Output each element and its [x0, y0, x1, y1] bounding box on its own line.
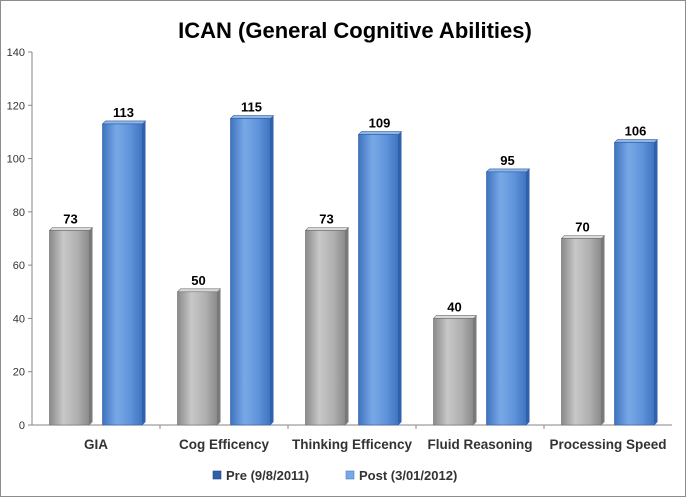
data-label: 50: [191, 273, 205, 288]
pre-bar-gia: [49, 230, 90, 426]
post-bar-top: [229, 115, 275, 119]
legend-swatch-post: [345, 470, 355, 480]
post-bar-side: [142, 120, 146, 425]
category-label: GIA: [84, 437, 108, 452]
post-bar-side: [398, 131, 402, 426]
pre-bar-side: [89, 227, 93, 425]
legend-label-post: Post (3/01/2012): [359, 468, 457, 483]
post-bar-top: [357, 131, 403, 135]
pre-bar-top: [48, 227, 94, 231]
legend-swatch-pre: [212, 470, 222, 480]
pre-bar-top: [304, 227, 350, 231]
category-label: Thinking Efficency: [292, 437, 413, 452]
legend-label-pre: Pre (9/8/2011): [226, 468, 309, 483]
post-bar-side: [654, 139, 658, 426]
chart-title: ICAN (General Cognitive Abilities): [178, 18, 532, 43]
pre-bar-top: [432, 315, 478, 319]
post-bar-side: [270, 115, 274, 425]
post-bar-fluid-reasoning: [486, 171, 527, 426]
post-bar-top: [101, 120, 147, 125]
data-label: 40: [447, 299, 461, 314]
pre-bar-fluid-reasoning: [433, 318, 474, 426]
post-bar-gia: [102, 123, 143, 426]
post-bar-processing-speed: [614, 142, 655, 426]
y-tick-label: 60: [13, 260, 25, 272]
category-label: Cog Efficency: [179, 437, 270, 452]
y-tick-label: 40: [13, 313, 25, 325]
y-tick-label: 0: [19, 420, 25, 432]
data-label: 95: [500, 153, 514, 168]
category-label: Fluid Reasoning: [427, 437, 532, 452]
data-label: 115: [241, 100, 262, 115]
post-bar-side: [526, 168, 530, 425]
pre-bar-side: [601, 235, 605, 425]
y-tick-label: 20: [13, 367, 25, 379]
data-label: 106: [625, 124, 647, 139]
pre-bar-side: [345, 227, 349, 425]
y-tick-label: 120: [7, 100, 25, 112]
y-tick-label: 140: [7, 47, 25, 59]
data-label: 113: [113, 105, 134, 120]
pre-bar-side: [473, 315, 477, 425]
data-label: 70: [575, 220, 589, 235]
data-label: 73: [319, 212, 333, 227]
post-bar-top: [485, 168, 531, 173]
post-bar-top: [613, 139, 659, 143]
y-tick-label: 80: [13, 207, 25, 219]
pre-bar-cog-efficency: [177, 291, 218, 426]
data-label: 73: [63, 212, 77, 227]
post-bar-cog-efficency: [230, 118, 271, 426]
pre-bar-thinking-efficency: [305, 230, 346, 426]
y-tick-label: 100: [7, 154, 25, 166]
pre-bar-side: [217, 288, 221, 425]
category-label: Processing Speed: [549, 437, 666, 452]
pre-bar-processing-speed: [561, 238, 602, 426]
data-label: 109: [369, 116, 391, 131]
pre-bar-top: [176, 288, 222, 293]
pre-bar-top: [560, 235, 606, 239]
post-bar-thinking-efficency: [358, 134, 399, 426]
